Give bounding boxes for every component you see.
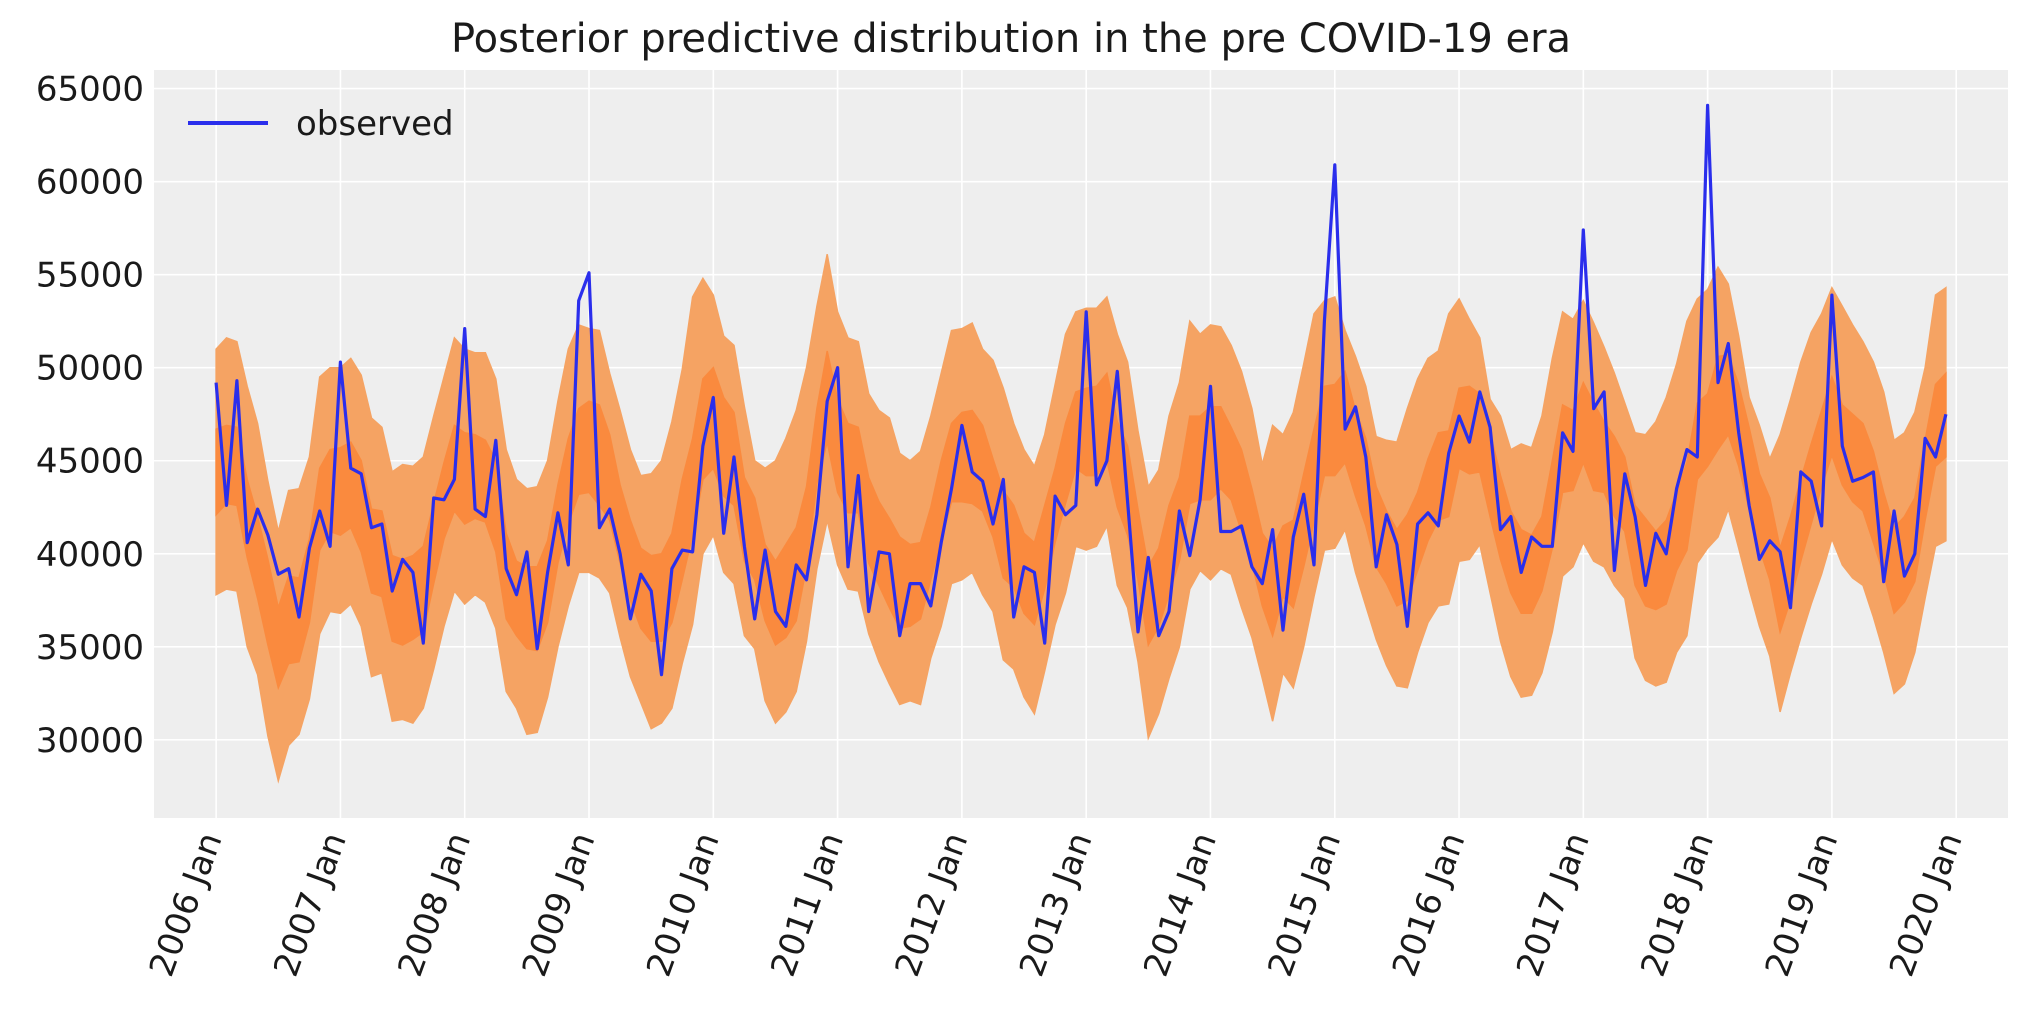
x-tick-label: 2020 Jan: [1882, 827, 1971, 981]
band-outer: [215, 254, 1947, 784]
y-tick-label: 30000: [36, 721, 144, 761]
y-tick-label: 35000: [36, 628, 144, 668]
x-tick-label: 2012 Jan: [888, 827, 977, 981]
y-tick-label: 65000: [36, 70, 144, 110]
y-tick-label: 40000: [36, 535, 144, 575]
legend: observed: [188, 104, 454, 144]
x-tick-label: 2013 Jan: [1012, 827, 1101, 981]
y-tick-label: 60000: [36, 163, 144, 203]
x-tick-label: 2008 Jan: [390, 827, 479, 981]
credible-bands: [215, 254, 1947, 784]
x-tick-label: 2019 Jan: [1758, 827, 1847, 981]
x-tick-label: 2010 Jan: [639, 827, 728, 981]
y-tick-label: 45000: [36, 442, 144, 482]
chart-title: Posterior predictive distribution in the…: [451, 16, 1571, 62]
y-tick-label: 50000: [36, 349, 144, 389]
band-inner: [215, 350, 1947, 691]
x-tick-label: 2017 Jan: [1509, 827, 1598, 981]
x-tick-label: 2016 Jan: [1385, 827, 1474, 981]
x-tick-label: 2007 Jan: [266, 827, 355, 981]
x-tick-label: 2009 Jan: [515, 827, 604, 981]
series-lines: [214, 103, 1948, 677]
x-tick-label: 2018 Jan: [1633, 827, 1722, 981]
series-line-observed: [214, 103, 1948, 677]
x-tick-label: 2006 Jan: [142, 827, 231, 981]
x-tick-label: 2015 Jan: [1260, 827, 1349, 981]
legend-observed-label: observed: [296, 104, 454, 144]
y-tick-label: 55000: [36, 256, 144, 296]
x-tick-label: 2014 Jan: [1136, 827, 1225, 981]
x-tick-label: 2011 Jan: [763, 827, 852, 981]
